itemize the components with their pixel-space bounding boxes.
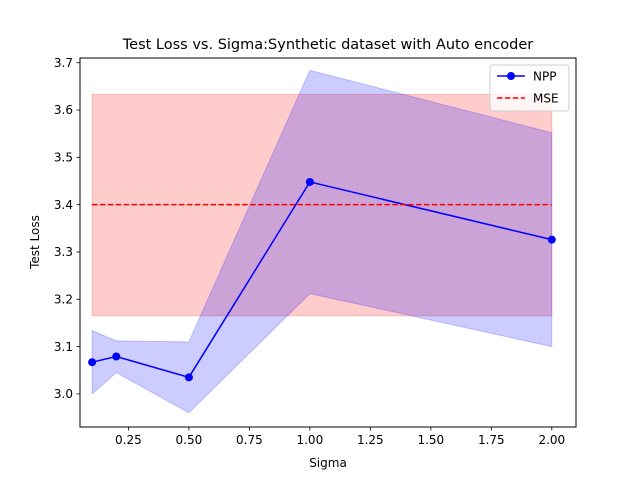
x-tick-label: 0.50 — [176, 433, 203, 447]
legend-mse-label: MSE — [533, 91, 559, 105]
npp-point — [305, 177, 314, 186]
y-axis-label: Test Loss — [28, 215, 42, 270]
npp-band — [91, 69, 553, 414]
x-tick-label: 0.75 — [236, 433, 263, 447]
legend-npp-marker — [507, 72, 515, 80]
legend: NPP MSE — [489, 64, 570, 112]
x-tick-label: 1.00 — [296, 433, 323, 447]
x-tick-label: 2.00 — [538, 433, 565, 447]
chart-title: Test Loss vs. Sigma:Synthetic dataset wi… — [122, 37, 533, 53]
x-tick-label: 1.75 — [478, 433, 505, 447]
y-tick-label: 3.5 — [54, 151, 73, 165]
y-tick-label: 3.1 — [54, 340, 73, 354]
x-tick-label: 0.25 — [115, 433, 142, 447]
npp-point — [112, 352, 121, 361]
npp-point — [88, 358, 97, 367]
x-tick-label: 1.25 — [357, 433, 384, 447]
y-tick-label: 3.4 — [54, 198, 73, 212]
plot-area-frame — [79, 57, 577, 428]
legend-npp-label: NPP — [533, 69, 556, 83]
y-tick-label: 3.0 — [54, 387, 73, 401]
x-tick-label: 1.50 — [417, 433, 444, 447]
series-markers — [88, 177, 556, 382]
y-tick-label: 3.7 — [54, 56, 73, 70]
npp-point — [184, 373, 193, 382]
x-axis-ticks: 0.25 0.50 0.75 1.00 1.25 1.50 1.75 2.00 — [115, 427, 565, 447]
x-axis-label: Sigma — [309, 456, 347, 470]
y-tick-label: 3.3 — [54, 245, 73, 259]
y-axis-ticks: 3.0 3.1 3.2 3.3 3.4 3.5 3.6 3.7 — [54, 56, 80, 401]
y-tick-label: 3.2 — [54, 292, 73, 306]
y-tick-label: 3.6 — [54, 103, 73, 117]
npp-point — [547, 235, 556, 244]
